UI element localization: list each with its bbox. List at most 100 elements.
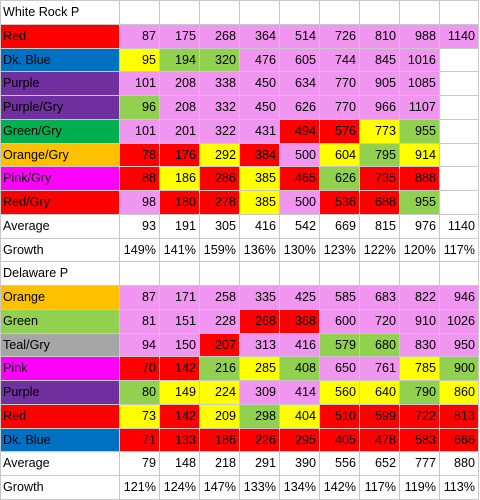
- empty-cell[interactable]: [318, 261, 360, 286]
- value-cell[interactable]: 500: [278, 142, 320, 168]
- growth-value[interactable]: 113%: [438, 475, 480, 500]
- average-value[interactable]: 669: [318, 213, 360, 239]
- value-cell[interactable]: 87: [118, 23, 160, 49]
- empty-cell[interactable]: [358, 261, 400, 286]
- average-value[interactable]: 218: [198, 451, 240, 476]
- empty-cell[interactable]: [398, 261, 440, 286]
- value-cell[interactable]: 425: [278, 285, 320, 310]
- value-cell[interactable]: 770: [318, 95, 360, 120]
- value-cell[interactable]: 914: [398, 142, 440, 168]
- value-cell[interactable]: 150: [158, 332, 200, 358]
- value-cell[interactable]: 385: [238, 190, 280, 215]
- empty-cell[interactable]: [278, 261, 320, 286]
- value-cell[interactable]: 500: [278, 190, 320, 215]
- value-cell[interactable]: 626: [318, 166, 360, 191]
- value-cell[interactable]: 364: [238, 23, 280, 49]
- value-cell[interactable]: 888: [398, 166, 440, 191]
- empty-cell[interactable]: [198, 261, 240, 286]
- value-cell[interactable]: 770: [318, 71, 360, 96]
- row-label[interactable]: Green: [0, 308, 120, 334]
- empty-cell[interactable]: [118, 0, 160, 25]
- value-cell[interactable]: 450: [238, 95, 280, 120]
- value-cell[interactable]: 292: [198, 142, 240, 168]
- value-cell[interactable]: 600: [318, 308, 360, 334]
- value-cell[interactable]: [438, 95, 480, 120]
- row-label[interactable]: Pink/Gry: [0, 166, 120, 191]
- value-cell[interactable]: 201: [158, 118, 200, 144]
- value-cell[interactable]: 450: [238, 71, 280, 96]
- average-value[interactable]: 880: [438, 451, 480, 476]
- row-label[interactable]: Green/Gry: [0, 118, 120, 144]
- value-cell[interactable]: 258: [198, 285, 240, 310]
- value-cell[interactable]: 773: [358, 118, 400, 144]
- empty-cell[interactable]: [158, 0, 200, 25]
- row-label[interactable]: Dk. Blue: [0, 47, 120, 73]
- value-cell[interactable]: 1140: [438, 23, 480, 49]
- value-cell[interactable]: 955: [398, 118, 440, 144]
- value-cell[interactable]: 761: [358, 356, 400, 381]
- average-value[interactable]: 1140: [438, 213, 480, 239]
- value-cell[interactable]: 88: [118, 166, 160, 191]
- value-cell[interactable]: [438, 71, 480, 96]
- value-cell[interactable]: 322: [198, 118, 240, 144]
- value-cell[interactable]: 720: [358, 308, 400, 334]
- value-cell[interactable]: 313: [238, 332, 280, 358]
- value-cell[interactable]: 320: [198, 47, 240, 73]
- growth-label[interactable]: Growth: [0, 475, 120, 500]
- value-cell[interactable]: 332: [198, 95, 240, 120]
- growth-value[interactable]: 120%: [398, 237, 440, 263]
- value-cell[interactable]: 286: [198, 166, 240, 191]
- row-label[interactable]: Purple/Gry: [0, 95, 120, 120]
- value-cell[interactable]: 268: [238, 308, 280, 334]
- value-cell[interactable]: 405: [318, 427, 360, 453]
- empty-cell[interactable]: [158, 261, 200, 286]
- value-cell[interactable]: 795: [358, 142, 400, 168]
- value-cell[interactable]: 70: [118, 356, 160, 381]
- growth-value[interactable]: 159%: [198, 237, 240, 263]
- value-cell[interactable]: 688: [358, 190, 400, 215]
- average-label[interactable]: Average: [0, 451, 120, 476]
- value-cell[interactable]: 604: [318, 142, 360, 168]
- growth-value[interactable]: 133%: [238, 475, 280, 500]
- value-cell[interactable]: 910: [398, 308, 440, 334]
- value-cell[interactable]: 626: [278, 95, 320, 120]
- growth-label[interactable]: Growth: [0, 237, 120, 263]
- average-value[interactable]: 416: [238, 213, 280, 239]
- value-cell[interactable]: 634: [278, 71, 320, 96]
- value-cell[interactable]: [438, 166, 480, 191]
- value-cell[interactable]: 666: [438, 427, 480, 453]
- value-cell[interactable]: 583: [398, 427, 440, 453]
- value-cell[interactable]: 186: [198, 427, 240, 453]
- value-cell[interactable]: 585: [318, 285, 360, 310]
- row-label[interactable]: Dk. Blue: [0, 427, 120, 453]
- value-cell[interactable]: 790: [398, 380, 440, 405]
- value-cell[interactable]: 149: [158, 380, 200, 405]
- value-cell[interactable]: 605: [278, 47, 320, 73]
- growth-value[interactable]: 141%: [158, 237, 200, 263]
- section-title[interactable]: Delaware P: [0, 261, 120, 286]
- value-cell[interactable]: 599: [358, 403, 400, 429]
- value-cell[interactable]: 295: [278, 427, 320, 453]
- value-cell[interactable]: 285: [238, 356, 280, 381]
- value-cell[interactable]: 845: [358, 47, 400, 73]
- value-cell[interactable]: 510: [318, 403, 360, 429]
- value-cell[interactable]: [438, 118, 480, 144]
- value-cell[interactable]: 785: [398, 356, 440, 381]
- value-cell[interactable]: 950: [438, 332, 480, 358]
- growth-value[interactable]: 136%: [238, 237, 280, 263]
- value-cell[interactable]: 726: [318, 23, 360, 49]
- value-cell[interactable]: 98: [118, 190, 160, 215]
- value-cell[interactable]: 385: [238, 166, 280, 191]
- empty-cell[interactable]: [238, 261, 280, 286]
- value-cell[interactable]: 478: [358, 427, 400, 453]
- average-value[interactable]: 976: [398, 213, 440, 239]
- value-cell[interactable]: 175: [158, 23, 200, 49]
- average-value[interactable]: 148: [158, 451, 200, 476]
- value-cell[interactable]: 560: [318, 380, 360, 405]
- value-cell[interactable]: 368: [278, 308, 320, 334]
- average-value[interactable]: 93: [118, 213, 160, 239]
- row-label[interactable]: Teal/Gry: [0, 332, 120, 358]
- value-cell[interactable]: 335: [238, 285, 280, 310]
- value-cell[interactable]: 78: [118, 142, 160, 168]
